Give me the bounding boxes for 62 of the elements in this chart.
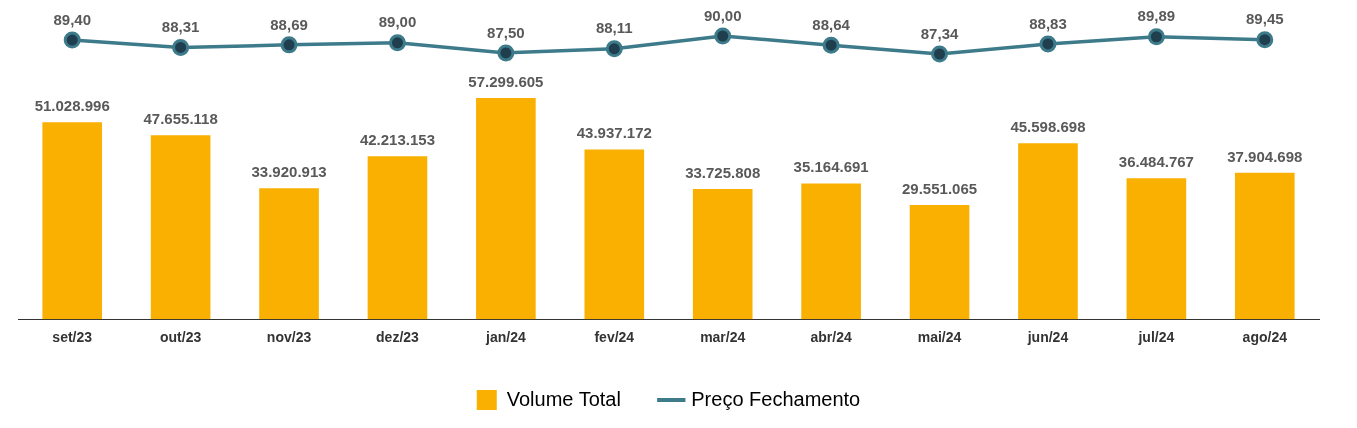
x-tick-label: set/23 — [52, 329, 93, 346]
bar — [476, 98, 536, 320]
point — [822, 36, 840, 54]
x-tick-label: nov/23 — [266, 329, 312, 346]
bar — [150, 135, 211, 320]
x-tick-label: jan/24 — [485, 329, 526, 346]
x-tick-label: fev/24 — [594, 329, 635, 346]
data-label: 33.725.808 — [685, 163, 761, 181]
bar — [1018, 143, 1078, 320]
x-tick-label: mai/24 — [917, 329, 962, 346]
data-label: 35.164.691 — [793, 158, 869, 176]
x-tick-label: out/23 — [160, 329, 202, 346]
point — [172, 38, 190, 56]
data-label: 88,83 — [1029, 14, 1067, 32]
data-label: 47.655.118 — [143, 109, 218, 127]
data-label: 90,00 — [703, 6, 742, 24]
data-label: 37.904.698 — [1227, 147, 1303, 165]
data-label: 89,40 — [53, 10, 91, 28]
x-tick-label: abr/24 — [810, 329, 852, 346]
data-label: 43.937.172 — [576, 124, 652, 142]
data-label: 42.213.153 — [359, 130, 435, 148]
data-label: 89,45 — [1246, 10, 1284, 28]
bar — [42, 122, 103, 320]
bar — [259, 188, 319, 320]
x-tick-label: jun/24 — [1026, 329, 1069, 346]
data-label: 36.484.767 — [1118, 152, 1194, 170]
point — [605, 40, 623, 58]
bar — [909, 205, 970, 320]
point — [1256, 31, 1274, 49]
point — [1147, 28, 1165, 46]
x-tick-label: mar/24 — [700, 329, 746, 346]
point — [280, 36, 298, 54]
data-label: 45.598.698 — [1010, 117, 1086, 135]
data-label: 88,11 — [595, 19, 633, 37]
data-label: 89,00 — [378, 13, 417, 31]
bar — [1126, 178, 1187, 320]
data-label: 88,64 — [812, 15, 851, 33]
point — [497, 44, 515, 62]
data-label: 87,34 — [920, 24, 959, 42]
data-label: 88,31 — [161, 18, 200, 36]
point — [388, 34, 406, 52]
bar — [584, 149, 645, 320]
bar — [692, 189, 753, 320]
bar — [367, 156, 428, 320]
point — [714, 27, 732, 45]
data-label: 29.551.065 — [902, 179, 978, 197]
data-label: 33.920.913 — [251, 162, 327, 180]
point — [63, 31, 81, 49]
data-label: 89,89 — [1137, 7, 1176, 25]
data-label: 51.028.996 — [34, 96, 110, 114]
text: Preço Fechamento — [691, 387, 861, 410]
legend-label: Volume Total — [506, 387, 621, 410]
data-label: 87,50 — [487, 23, 525, 41]
bar — [801, 183, 861, 320]
x-tick-label: ago/24 — [1242, 329, 1288, 346]
x-tick-label: jul/24 — [1137, 329, 1175, 346]
x-tick-label: dez/23 — [376, 329, 420, 346]
bar — [1234, 172, 1295, 320]
point — [1039, 35, 1057, 53]
point — [931, 45, 949, 63]
data-label: 57.299.605 — [468, 72, 544, 90]
data-label: 88,69 — [270, 15, 308, 33]
